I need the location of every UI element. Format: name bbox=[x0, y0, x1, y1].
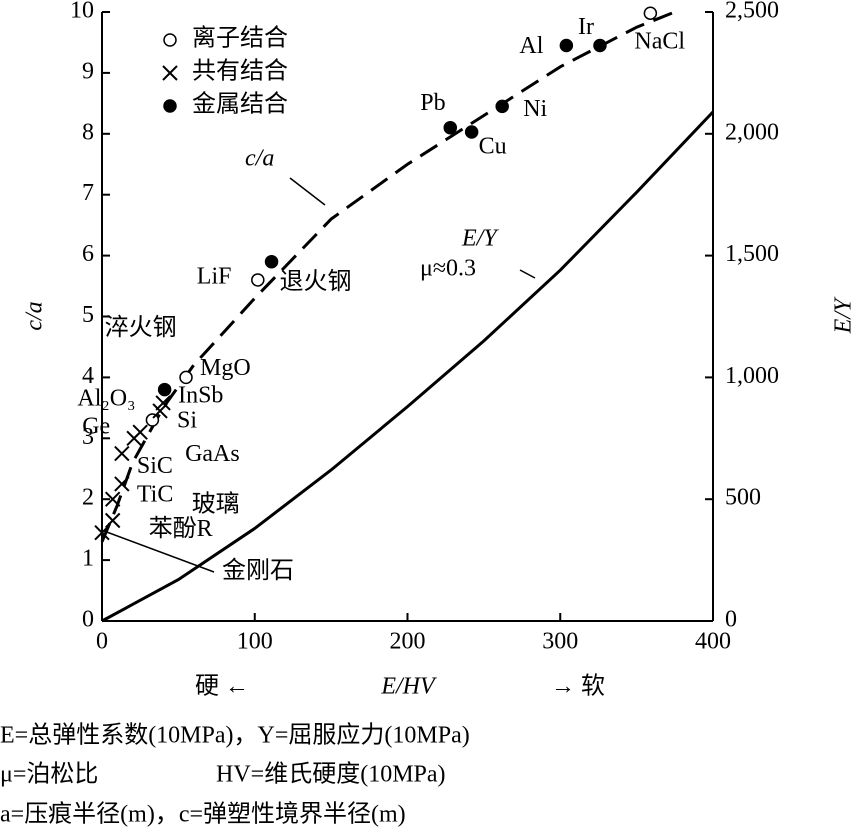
x-axis-title: E/HV bbox=[380, 674, 437, 700]
legend-marker bbox=[163, 33, 177, 47]
point-label: 淬火钢 bbox=[105, 314, 177, 341]
point-label: Ir bbox=[578, 14, 594, 40]
legend-marker bbox=[162, 65, 178, 81]
legend-label: 离子结合 bbox=[192, 25, 288, 52]
footnote: E=总弹性系数(10MPa)，Y=屈服应力(10MPa) bbox=[0, 722, 470, 749]
y-tick-label: 7 bbox=[82, 180, 94, 206]
point-label: InSb bbox=[178, 382, 223, 408]
point bbox=[104, 512, 121, 529]
curve-label: c/a bbox=[245, 146, 274, 172]
legend-marker bbox=[163, 99, 177, 113]
point bbox=[495, 99, 509, 114]
point-label: Cu bbox=[479, 133, 507, 159]
y-tick-label: 1 bbox=[82, 546, 94, 572]
point-label: GaAs bbox=[185, 441, 240, 467]
point bbox=[464, 125, 479, 139]
y2-tick-label: 0 bbox=[725, 607, 737, 633]
y-tick-label: 0 bbox=[82, 607, 94, 633]
point bbox=[264, 254, 279, 269]
y-tick-label: 8 bbox=[82, 119, 94, 145]
point bbox=[114, 476, 130, 492]
point-label: Si bbox=[177, 407, 197, 433]
legend-label: 共有结合 bbox=[192, 58, 288, 85]
point bbox=[152, 403, 168, 419]
y-axis-title: c/a bbox=[22, 301, 48, 330]
y-tick-label: 3 bbox=[82, 424, 94, 450]
y-tick-label: 6 bbox=[82, 241, 94, 267]
x-axis-note-left: 硬 ← bbox=[195, 674, 249, 700]
point-label: TiC bbox=[137, 481, 174, 507]
legend-label: 金属结合 bbox=[192, 91, 288, 118]
y2-tick-label: 500 bbox=[725, 485, 761, 511]
curve bbox=[101, 110, 715, 623]
y2-tick-label: 2,500 bbox=[725, 0, 779, 24]
curve bbox=[100, 10, 676, 543]
y2-tick-label: 1,500 bbox=[725, 241, 779, 267]
y2-tick-label: 1,000 bbox=[725, 363, 779, 389]
point-label: MgO bbox=[200, 355, 251, 381]
point-label: Ni bbox=[523, 96, 547, 122]
point-label: 金刚石 bbox=[222, 557, 294, 584]
point bbox=[145, 413, 160, 427]
footnote: μ=泊松比 bbox=[0, 761, 98, 788]
point-label: Ge bbox=[82, 414, 110, 440]
point bbox=[179, 370, 193, 385]
y-tick-label: 5 bbox=[82, 302, 94, 328]
x-tick-label: 200 bbox=[390, 629, 426, 655]
footnote: HV=维氏硬度(10MPa) bbox=[216, 761, 446, 788]
y-tick-label: 10 bbox=[70, 0, 94, 24]
x-axis-note-right: → 软 bbox=[551, 673, 605, 700]
curve-label: E/Y bbox=[461, 226, 499, 252]
point bbox=[104, 491, 121, 507]
x-tick-label: 300 bbox=[542, 629, 578, 655]
point-label: 退火钢 bbox=[280, 268, 352, 295]
curve-note: μ≈0.3 bbox=[420, 256, 476, 282]
x-tick-label: 0 bbox=[96, 629, 108, 655]
x-tick-label: 100 bbox=[237, 629, 273, 655]
y2-axis-title: E/Y bbox=[831, 296, 857, 334]
y-tick-label: 2 bbox=[82, 485, 94, 511]
leader-line bbox=[519, 269, 536, 279]
point-label: SiC bbox=[137, 453, 173, 479]
y2-tick-label: 2,000 bbox=[725, 119, 779, 145]
point bbox=[114, 445, 130, 462]
point bbox=[593, 38, 607, 53]
footnote: a=压痕半径(m)，c=弹塑性境界半径(m) bbox=[0, 801, 406, 828]
point bbox=[94, 524, 110, 541]
leader-line bbox=[103, 530, 215, 573]
point-label: NaCl bbox=[634, 29, 685, 55]
y-tick-label: 9 bbox=[82, 58, 94, 84]
point bbox=[155, 395, 171, 411]
point-label: 玻璃 bbox=[192, 491, 240, 518]
point-label: Al bbox=[519, 33, 543, 59]
leader-line bbox=[289, 177, 326, 206]
point bbox=[443, 120, 458, 135]
point-label: Pb bbox=[420, 90, 445, 116]
x-tick-label: 400 bbox=[695, 629, 731, 655]
point-label: Al₂O₃ bbox=[77, 386, 135, 412]
point bbox=[251, 273, 265, 287]
point bbox=[559, 38, 574, 53]
y-tick-label: 4 bbox=[82, 363, 94, 389]
point bbox=[157, 382, 172, 397]
point-label: 苯酚R bbox=[149, 515, 213, 542]
point bbox=[126, 430, 142, 447]
point-label: LiF bbox=[197, 263, 232, 289]
point bbox=[643, 6, 658, 20]
